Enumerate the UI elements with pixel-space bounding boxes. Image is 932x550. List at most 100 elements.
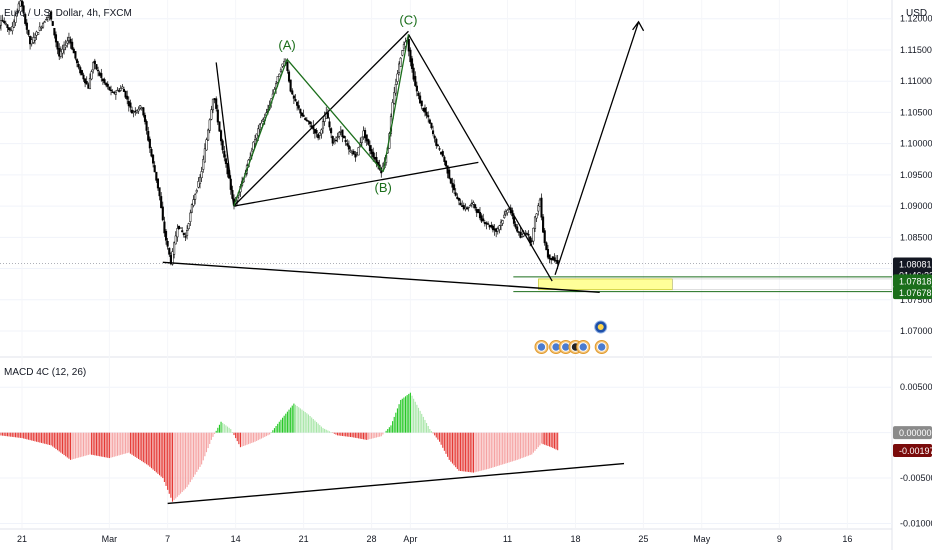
candle-body — [292, 95, 295, 99]
candle-body — [181, 230, 184, 233]
projection-arrow-head[interactable] — [632, 20, 645, 32]
candle-body — [168, 247, 171, 255]
channel-lower-line[interactable] — [233, 161, 479, 207]
candle-body — [215, 98, 218, 109]
date-tick-label: 7 — [165, 534, 170, 544]
candle-body — [203, 148, 206, 163]
candle-body — [109, 89, 113, 92]
date-tick-label: 11 — [503, 534, 512, 544]
candle-body — [1, 19, 4, 22]
candle-body — [147, 131, 150, 141]
candle-body — [74, 51, 77, 59]
candle-body — [417, 92, 420, 96]
candle-body — [427, 115, 430, 118]
macd-title[interactable]: MACD 4C (12, 26) — [4, 367, 86, 378]
candle-body — [338, 132, 341, 137]
impulse-down-line[interactable] — [215, 62, 235, 207]
candle-body — [398, 63, 401, 73]
candle-body — [504, 211, 507, 215]
currency-label[interactable]: USD — [906, 8, 927, 19]
projection-arrow-line[interactable] — [554, 21, 640, 276]
candle-body — [51, 21, 54, 26]
candle-body — [444, 160, 448, 167]
candle-body — [550, 257, 553, 261]
target-zone[interactable] — [513, 276, 893, 293]
candle-body — [368, 145, 371, 152]
support-trendline[interactable] — [162, 261, 600, 293]
candle-body — [67, 37, 70, 41]
macd-divergence-line[interactable] — [167, 462, 625, 505]
drawing-tools[interactable]: (A) (B) (C) — [162, 12, 645, 505]
candle-body — [289, 79, 292, 92]
candle-body — [210, 109, 213, 120]
candle-body — [440, 151, 443, 155]
wave-path-segment[interactable] — [382, 34, 410, 172]
wave-path-segment[interactable] — [233, 59, 288, 207]
candle-body — [58, 48, 61, 57]
candle-body — [79, 67, 82, 74]
candle-body — [216, 109, 219, 123]
candle-body — [370, 149, 373, 155]
candle-body — [414, 76, 417, 86]
candle-body — [349, 150, 352, 152]
event-markers[interactable] — [534, 320, 609, 354]
macd-tick-label: -0.00500 — [900, 473, 932, 483]
candle-body — [436, 144, 439, 146]
candle-body — [286, 61, 289, 71]
candle-body — [519, 231, 522, 238]
candle-body — [333, 141, 336, 145]
candle-body — [402, 44, 405, 49]
candle-body — [365, 134, 368, 142]
candle-body — [61, 48, 64, 54]
candle-body — [207, 129, 210, 141]
candle-body — [189, 212, 192, 222]
candle-body — [14, 15, 17, 23]
candle-body — [441, 151, 444, 157]
candle-body — [22, 5, 25, 14]
candle-body — [103, 79, 106, 84]
wave-c-decline-line[interactable] — [407, 34, 553, 282]
channel-upper-line[interactable] — [233, 30, 409, 207]
candle-body — [226, 163, 229, 175]
candle-body — [467, 206, 470, 209]
candle-body — [87, 84, 90, 89]
candle-body — [43, 21, 46, 23]
candle-body — [422, 107, 425, 112]
candle-body — [171, 251, 174, 265]
candle-body — [100, 73, 103, 78]
chart-title: Euro / U.S. Dollar, 4h, FXCM — [4, 8, 132, 19]
candle-body — [45, 18, 48, 21]
target-zone-box[interactable] — [538, 278, 673, 291]
wave-label: (C) — [399, 12, 417, 27]
candle-body — [477, 209, 480, 214]
candle-body — [16, 10, 19, 15]
wave-path-segment[interactable] — [286, 58, 384, 173]
candle-body — [135, 110, 138, 113]
candle-body — [186, 230, 189, 236]
candle-body — [321, 121, 325, 129]
candle-body — [453, 184, 456, 191]
candle-body — [517, 231, 520, 233]
candle-body — [472, 202, 475, 205]
candle-body — [24, 14, 27, 24]
candle-body — [514, 223, 517, 228]
candle-body — [143, 114, 147, 122]
zone-level-tag — [893, 274, 932, 288]
date-tick-label: 28 — [367, 534, 377, 544]
candle-body — [351, 152, 354, 154]
candle-body — [302, 114, 305, 117]
zone-level-tag-text: 1.07818 — [899, 276, 932, 286]
candle-body — [435, 138, 438, 146]
price-tick-label: 1.11000 — [900, 76, 932, 86]
candle-body — [108, 86, 111, 91]
candle-body — [432, 130, 435, 135]
candle-body — [420, 100, 423, 107]
date-axis: 21 Mar 7 14 21 28 Apr 11 18 25 May 9 16 — [17, 534, 852, 544]
candle-body — [456, 196, 459, 200]
candle-body — [419, 95, 422, 104]
candle-body — [113, 91, 116, 94]
candle-body — [461, 205, 464, 208]
candle-body — [360, 136, 363, 143]
candle-body — [59, 51, 62, 57]
